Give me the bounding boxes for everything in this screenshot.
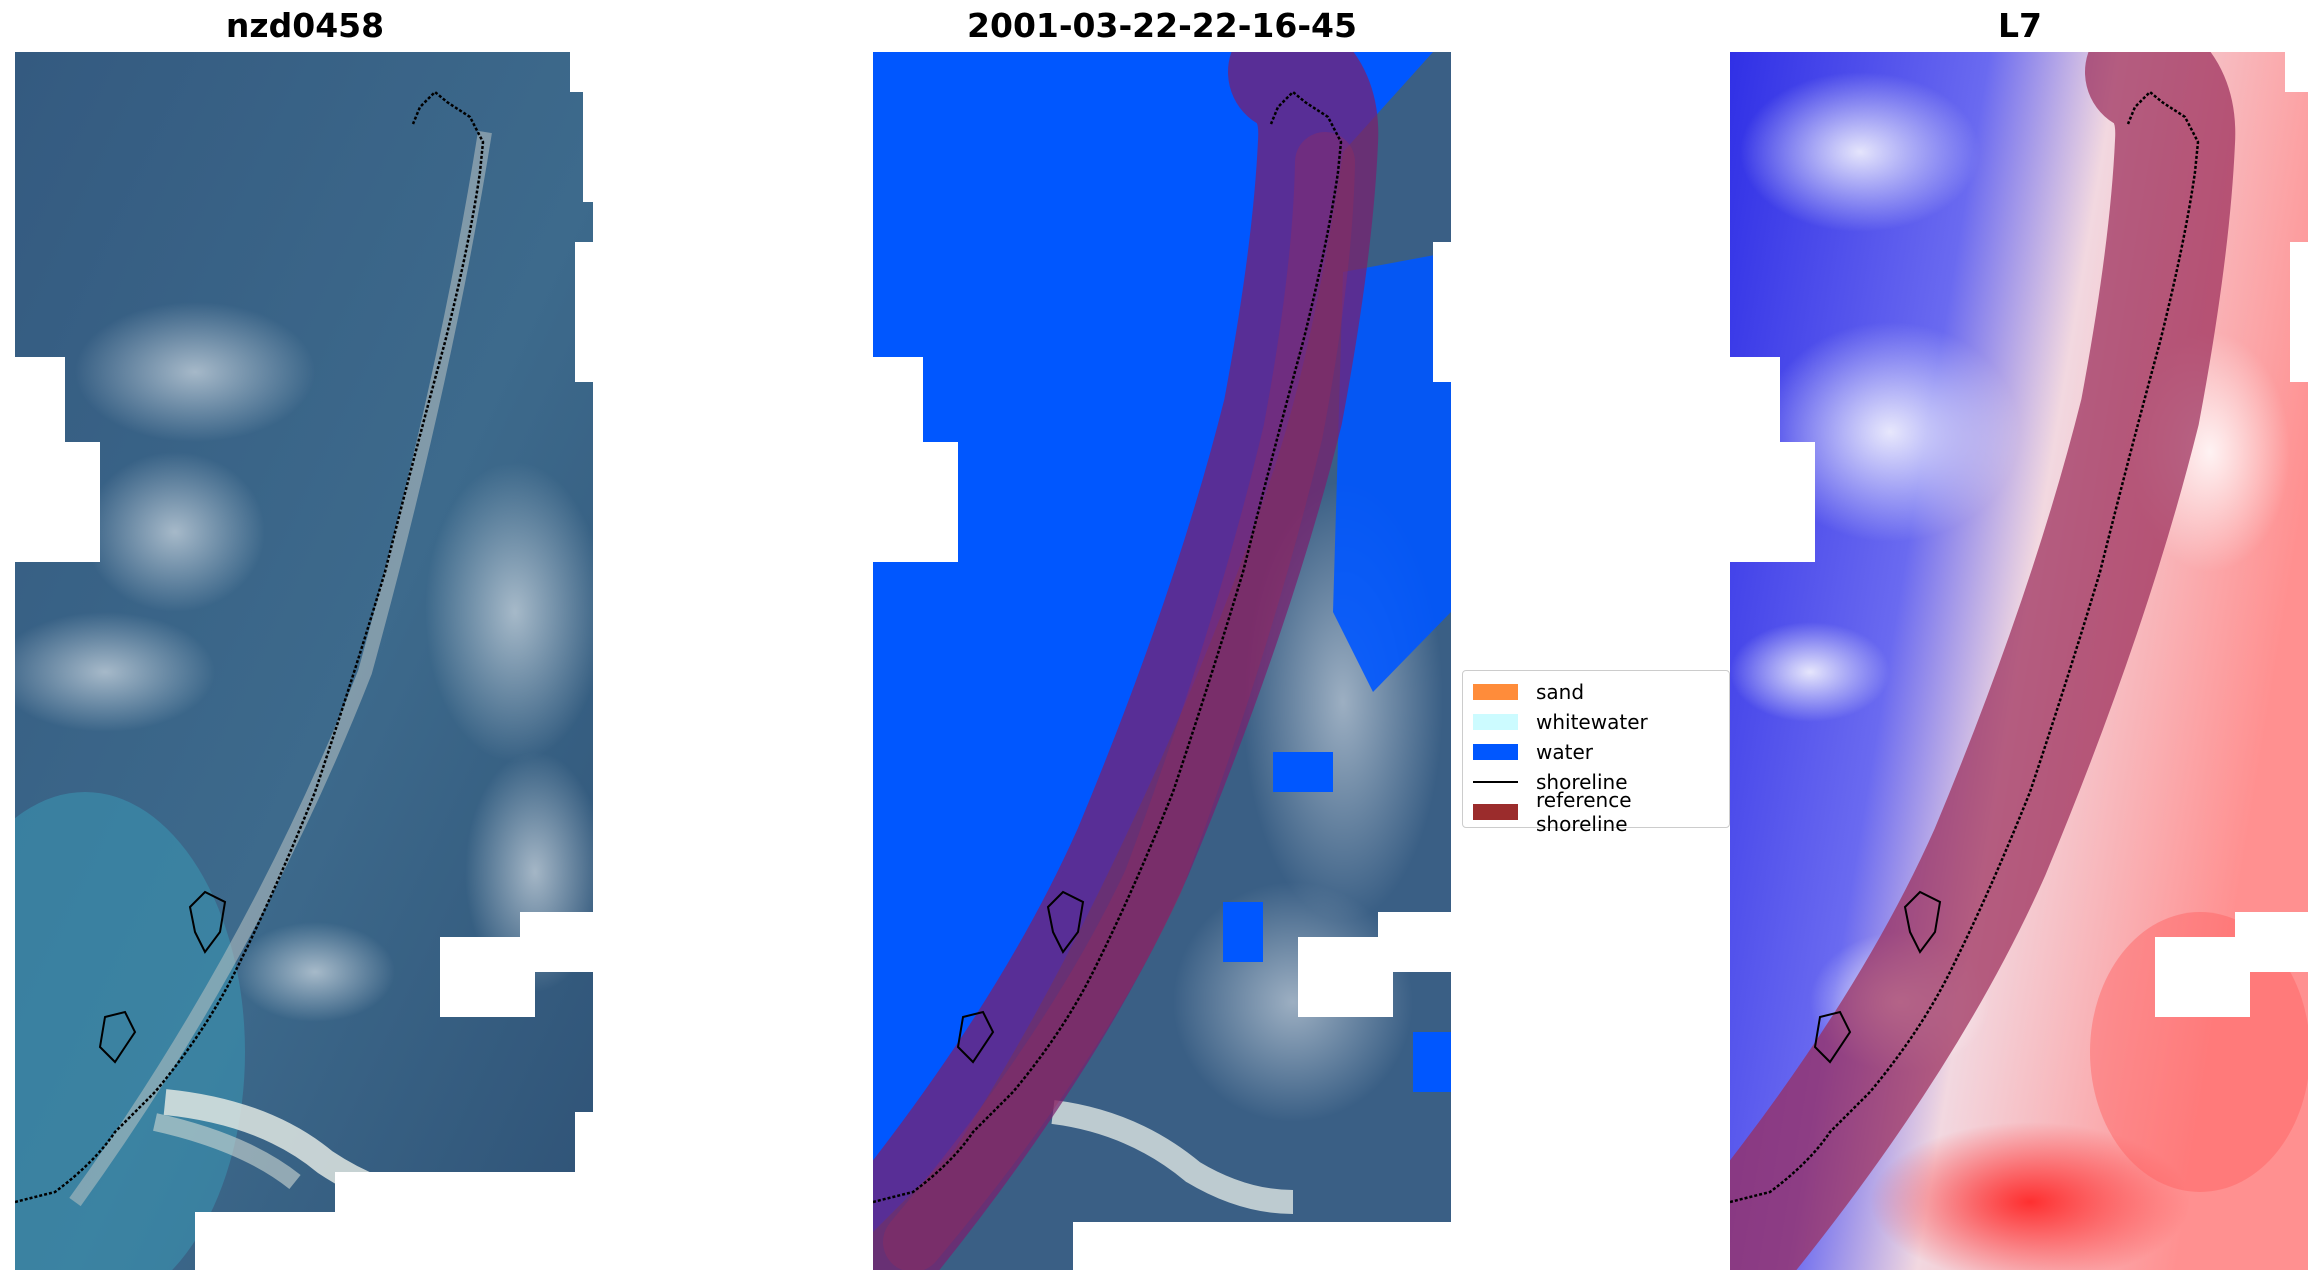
shoreline-line-swatch <box>1473 781 1518 783</box>
sand-swatch <box>1473 684 1518 700</box>
legend-item-sand: sand <box>1473 677 1719 707</box>
whitewater-swatch <box>1473 714 1518 730</box>
legend-item-shoreline: shoreline <box>1473 767 1719 797</box>
reference-shoreline-swatch <box>1473 804 1518 820</box>
legend: sand whitewater water shoreline referenc… <box>1462 670 1730 836</box>
legend-item-reference-shoreline: reference shoreline <box>1473 788 1719 836</box>
legend-item-whitewater: whitewater <box>1473 707 1719 737</box>
legend-label-reference-shoreline: reference shoreline <box>1536 788 1632 836</box>
legend-label-shoreline: shoreline <box>1536 770 1628 794</box>
satellite-rgb-image <box>15 52 593 1270</box>
classified-image <box>873 52 1451 1270</box>
panel-title-classified: 2001-03-22-22-16-45 <box>967 6 1357 45</box>
index-image <box>1730 52 2308 1270</box>
legend-label-whitewater: whitewater <box>1536 710 1648 734</box>
panel-title-rgb: nzd0458 <box>225 6 385 45</box>
legend-label-water: water <box>1536 740 1593 764</box>
legend-label-sand: sand <box>1536 680 1585 704</box>
panel-title-index: L7 <box>1998 6 2042 45</box>
water-swatch <box>1473 744 1518 760</box>
legend-item-water: water <box>1473 737 1719 767</box>
